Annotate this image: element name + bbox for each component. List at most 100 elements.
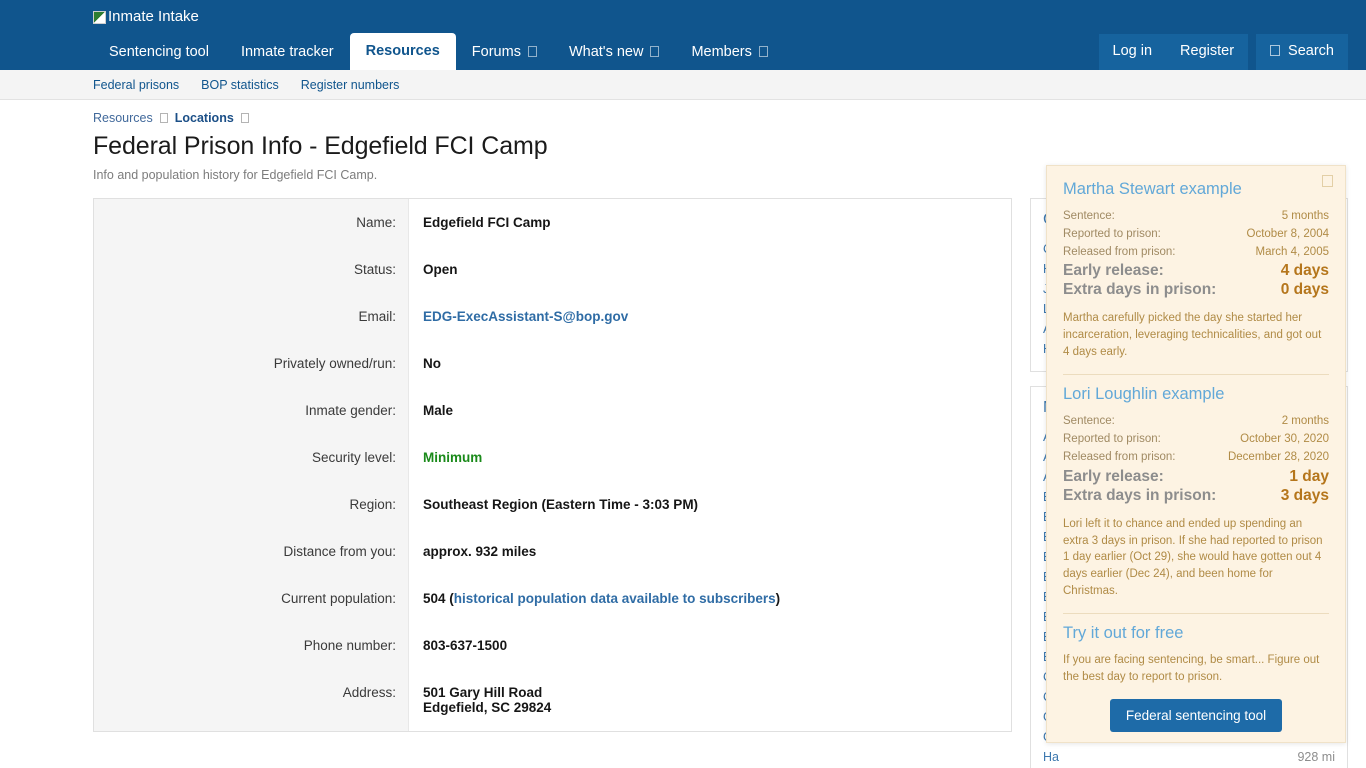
nav-tab-label: Resources [365,42,440,59]
divider [1063,374,1329,376]
address-line-2: Edgefield, SC 29824 [423,700,552,715]
breadcrumb-separator-icon [159,113,168,123]
chevron-down-icon[interactable] [758,46,768,58]
nav-tab-label: Forums [471,43,521,60]
main-navigation: Sentencing tool Inmate tracker Resources Fo… [0,32,1366,71]
promo-highlight-row: Early release: 1 day [1063,468,1329,486]
promo-kv-value: 2 months [1281,415,1329,428]
nav-tab-label: Sentencing tool [109,43,209,60]
subnav-item-federal-prisons[interactable]: Federal prisons [93,77,180,92]
divider [1063,613,1329,615]
promo-example-martha: Martha Stewart example Sentence: 5 months… [1063,180,1329,360]
info-row-value: 501 Gary Hill Road Edgefield, SC 29824 [409,669,1011,731]
promo-highlight-key: Early release: [1063,467,1164,485]
nav-tab-resources[interactable]: Resources [349,32,456,70]
promo-example-note: Martha carefully picked the day she star… [1063,312,1322,358]
info-row-label: Email: [94,293,409,340]
info-row-value: EDG-ExecAssistant-S@bop.gov [409,293,1011,340]
info-row-label: Name: [94,199,409,246]
register-button[interactable]: Register [1166,33,1249,70]
log-in-button[interactable]: Log in [1098,33,1167,70]
info-row-value: Minimum [423,450,483,465]
population-suffix: ) [775,591,781,606]
promo-cta: Try it out for free If you are facing se… [1063,624,1329,732]
address-line-1: 501 Gary Hill Road [423,685,543,700]
info-row: Status: Open [94,246,1011,293]
sidebar-list-item[interactable]: Ha 928 mi [1043,747,1335,767]
promo-highlight-value: 3 days [1280,486,1329,504]
promo-kv-row: Reported to prison: October 30, 2020 [1063,431,1329,449]
subnav-item-register-numbers[interactable]: Register numbers [300,77,400,92]
close-icon[interactable] [1322,175,1333,187]
promo-kv-key: Released from prison: [1063,451,1176,464]
chevron-down-icon[interactable] [650,46,660,58]
breadcrumb-separator-icon [240,113,249,123]
nav-tab-forums[interactable]: Forums [456,35,553,71]
info-row-value: 803-637-1500 [423,638,508,653]
log-in-label: Log in [1112,42,1153,59]
email-link[interactable]: EDG-ExecAssistant-S@bop.gov [423,309,629,324]
nav-tab-label: What's new [568,43,644,60]
chevron-down-icon[interactable] [527,46,537,58]
info-row-value: 504 (historical population data availabl… [409,575,1011,622]
promo-highlight-value: 1 day [1289,467,1329,485]
promo-example-rows: Sentence: 5 months Reported to prison: Octo… [1063,208,1329,261]
promo-kv-row: Released from prison: March 4, 2005 [1063,244,1329,262]
promo-highlight-value: 4 days [1280,262,1329,280]
promo-kv-value: March 4, 2005 [1255,245,1329,258]
info-row: Privately owned/run: No [94,340,1011,387]
nav-tab-sentencing-tool[interactable]: Sentencing tool [93,35,225,71]
info-row: Phone number: 803-637-1500 [94,622,1011,669]
promo-kv-value: 5 months [1281,210,1329,222]
info-row-value: Male [423,403,454,418]
info-row: Inmate gender: Male [94,387,1011,434]
sidebar-item-label: Ha [1043,750,1059,764]
info-row: Name: Edgefield FCI Camp [94,199,1011,246]
search-label: Search [1288,42,1334,59]
promo-example-rows: Sentence: 2 months Reported to prison: Octo… [1063,413,1329,466]
promo-kv-row: Reported to prison: October 8, 2004 [1063,226,1329,244]
logo-row: Inmate Intake [0,0,1366,32]
promo-example-lori: Lori Loughlin example Sentence: 2 months R… [1063,385,1329,599]
info-row-label: Status: [94,246,409,293]
promo-highlight-row: Extra days in prison: 3 days [1063,487,1329,505]
promo-kv-key: Sentence: [1063,415,1115,428]
info-row-label: Current population: [94,575,409,622]
promo-popup: Martha Stewart example Sentence: 5 months… [1046,165,1346,743]
info-row: Email: EDG-ExecAssistant-S@bop.gov [94,293,1011,340]
promo-kv-row: Sentence: 2 months [1063,413,1329,431]
page-subtitle: Info and population history for Edgefiel… [93,168,378,182]
search-button[interactable]: Search [1256,33,1348,70]
promo-highlight-key: Early release: [1063,262,1164,280]
info-row-label: Distance from you: [94,528,409,575]
historical-population-link[interactable]: historical population data available to … [453,591,776,606]
breadcrumb-item-resources[interactable]: Resources [93,111,153,125]
promo-highlight-row: Early release: 4 days [1063,262,1329,280]
info-row-value: Southeast Region (Eastern Time - 3:03 PM… [423,497,699,512]
promo-cta-heading: Try it out for free [1063,624,1184,643]
nav-tab-what-s-new[interactable]: What's new [553,35,676,71]
promo-example-heading: Lori Loughlin example [1063,385,1225,404]
breadcrumb-item-locations[interactable]: Locations [174,111,234,125]
promo-highlight-row: Extra days in prison: 0 days [1063,281,1329,299]
nav-tab-members[interactable]: Members [675,35,783,71]
info-row-label: Inmate gender: [94,387,409,434]
info-row: Security level: Minimum [94,434,1011,481]
nav-tab-inmate-tracker[interactable]: Inmate tracker [225,35,350,71]
promo-kv-value: October 30, 2020 [1240,433,1329,446]
subnav-item-bop-statistics[interactable]: BOP statistics [201,77,279,92]
promo-example-highlights: Early release: 1 day Extra days in prison:… [1063,468,1329,505]
info-row: Address: 501 Gary Hill Road Edgefield, SC … [94,669,1011,731]
promo-cta-note: If you are facing sentencing, be smart..… [1063,654,1320,683]
federal-sentencing-tool-button[interactable]: Federal sentencing tool [1109,698,1283,732]
nav-tab-label: Inmate tracker [240,43,334,60]
info-row-label: Region: [94,481,409,528]
info-row-value: approx. 932 miles [423,544,537,559]
page-title: Federal Prison Info - Edgefield FCI Camp [93,132,548,160]
register-label: Register [1180,42,1235,59]
site-logo-link[interactable]: Inmate Intake [93,9,199,24]
promo-kv-row: Released from prison: December 28, 2020 [1063,449,1329,467]
promo-kv-key: Released from prison: [1063,245,1176,258]
promo-kv-key: Reported to prison: [1063,433,1161,446]
info-row-value: No [423,356,441,371]
